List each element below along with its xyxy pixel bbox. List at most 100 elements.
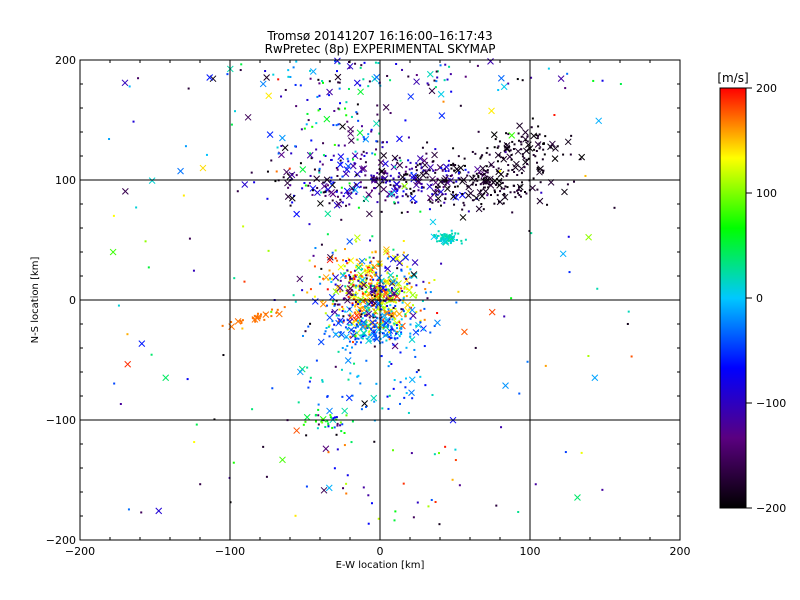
data-point: [328, 202, 331, 205]
data-point: [396, 253, 399, 256]
data-point: [388, 294, 391, 297]
data-point: [377, 62, 380, 65]
data-point: [313, 168, 316, 171]
data-point: [349, 351, 352, 354]
data-point: [221, 324, 224, 327]
data-point: [311, 189, 314, 192]
data-point: [482, 177, 485, 180]
data-point: [295, 60, 298, 63]
cross-marker: [380, 305, 388, 312]
data-point: [372, 270, 375, 273]
data-point: [382, 295, 385, 298]
data-point: [313, 265, 316, 268]
data-point: [187, 87, 190, 90]
data-point: [364, 291, 367, 294]
data-point: [437, 184, 440, 187]
data-point: [354, 284, 357, 287]
data-point: [389, 332, 392, 335]
data-point: [351, 303, 354, 306]
data-point: [339, 421, 342, 424]
data-point: [135, 206, 138, 209]
data-point: [410, 285, 413, 288]
data-point: [422, 186, 425, 189]
data-point: [369, 285, 372, 288]
data-point: [345, 101, 348, 104]
data-point: [390, 328, 393, 331]
data-point: [406, 210, 409, 213]
data-point: [436, 240, 439, 243]
data-point: [517, 132, 520, 135]
cross-marker: [317, 338, 325, 346]
data-point: [328, 80, 331, 83]
data-point: [385, 285, 388, 288]
cross-marker: [322, 445, 330, 453]
cross-marker: [373, 73, 381, 81]
y-tick-label: 200: [55, 54, 76, 67]
data-point: [289, 204, 292, 207]
data-point: [410, 193, 413, 196]
data-point: [387, 407, 390, 410]
data-point: [392, 248, 395, 251]
data-point: [365, 324, 368, 327]
data-point: [370, 282, 373, 285]
cross-marker: [516, 122, 523, 130]
data-point: [195, 423, 198, 426]
data-point: [391, 318, 394, 321]
cross-marker: [306, 151, 314, 159]
data-point: [407, 75, 410, 78]
data-point: [511, 140, 514, 143]
x-tick-label: −200: [65, 545, 95, 558]
data-point: [373, 273, 376, 276]
cross-marker: [109, 248, 117, 256]
data-point: [374, 298, 377, 301]
data-point: [467, 171, 470, 174]
data-point: [369, 315, 372, 318]
data-point: [393, 322, 396, 325]
data-point: [449, 242, 452, 245]
data-point: [401, 290, 404, 293]
data-point: [377, 286, 380, 289]
data-point: [457, 171, 460, 174]
data-point: [433, 234, 436, 237]
data-point: [355, 192, 358, 195]
data-point: [330, 176, 333, 179]
cross-marker: [369, 288, 377, 295]
data-point: [388, 394, 391, 397]
data-point: [409, 187, 412, 190]
data-point: [422, 169, 425, 172]
data-point: [371, 279, 374, 282]
data-point: [421, 146, 424, 149]
data-point: [382, 181, 385, 184]
data-point: [365, 359, 368, 362]
data-point: [199, 483, 202, 486]
data-point: [385, 339, 388, 342]
cross-marker: [275, 310, 283, 318]
data-point: [429, 331, 432, 334]
data-point: [419, 375, 422, 378]
cross-marker: [426, 183, 434, 190]
data-point: [266, 197, 269, 200]
data-point: [350, 323, 353, 326]
cross-marker: [419, 171, 427, 179]
data-point: [362, 334, 365, 337]
data-point: [372, 285, 375, 288]
cross-marker: [375, 274, 383, 282]
data-point: [541, 158, 544, 161]
data-point: [530, 126, 533, 129]
data-point: [274, 180, 277, 183]
data-point: [373, 345, 376, 348]
data-point: [434, 169, 437, 172]
data-point: [304, 184, 307, 187]
data-point: [428, 281, 431, 284]
data-point: [375, 273, 378, 276]
data-point: [205, 153, 208, 156]
data-point: [365, 274, 368, 277]
data-point: [234, 110, 237, 113]
data-point: [342, 315, 345, 318]
data-point: [410, 192, 413, 195]
data-point: [358, 289, 361, 292]
data-point: [384, 329, 387, 332]
data-point: [450, 229, 453, 232]
data-point: [406, 288, 409, 291]
data-point: [471, 183, 474, 186]
